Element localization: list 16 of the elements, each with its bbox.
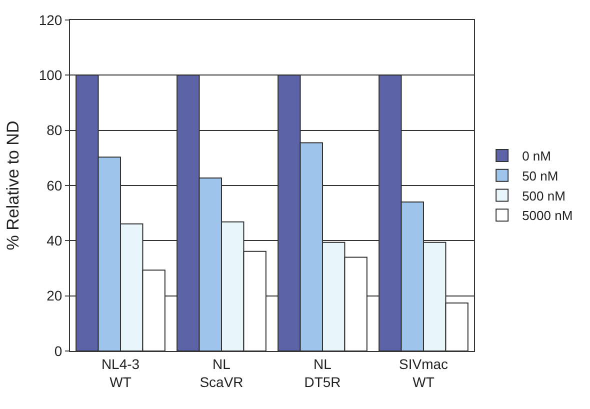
legend-label: 50 nM bbox=[522, 168, 558, 184]
y-tick-label: 20 bbox=[46, 288, 62, 304]
legend-label: 500 nM bbox=[522, 188, 566, 204]
y-tick-label: 100 bbox=[38, 67, 62, 84]
y-tick-label: 0 bbox=[54, 342, 62, 359]
x-tick-label: NL ScaVR bbox=[200, 356, 244, 390]
x-tick-label: NL4-3 WT bbox=[101, 356, 140, 390]
legend-label: 5000 nM bbox=[522, 208, 573, 224]
y-tick-label: 120 bbox=[38, 12, 62, 28]
x-tick-label: SIVmac WT bbox=[398, 356, 448, 390]
y-axis-title: % Relative to ND bbox=[3, 120, 22, 250]
legend-label: 0 nM bbox=[522, 148, 551, 164]
y-tick-label: 60 bbox=[46, 177, 62, 194]
y-tick-label: 40 bbox=[46, 232, 62, 249]
x-tick-label: NL DT5R bbox=[304, 356, 341, 390]
y-tick-label: 80 bbox=[46, 122, 62, 138]
